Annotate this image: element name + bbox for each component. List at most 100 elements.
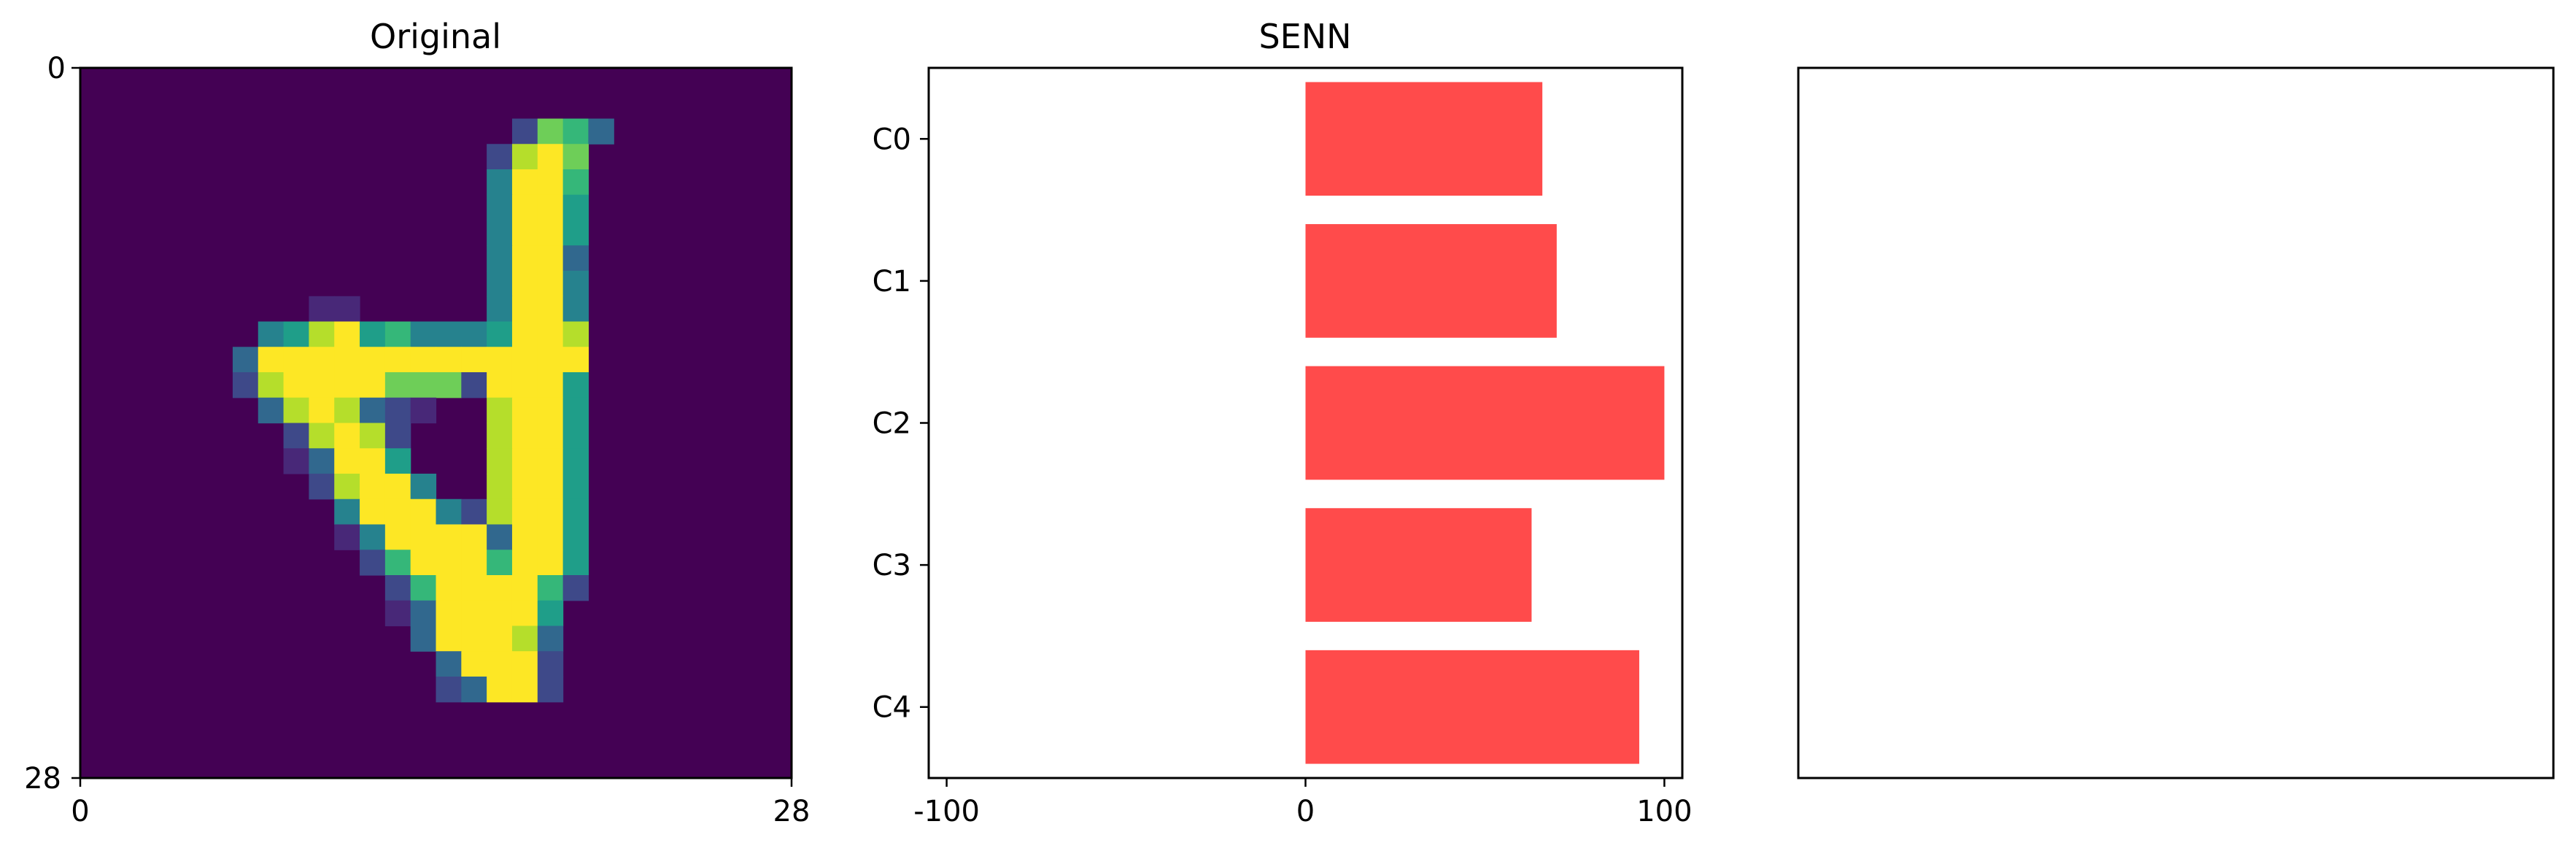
pixel-cell — [487, 625, 513, 652]
pixel-cell — [511, 372, 538, 398]
pixel-cell — [537, 651, 564, 677]
pixel-cell — [562, 423, 589, 449]
pixel-cell — [487, 169, 513, 196]
pixel-cell — [511, 220, 538, 246]
pixel-cell — [258, 321, 285, 347]
pixel-cell — [537, 575, 564, 601]
pixel-cell — [436, 321, 462, 347]
pixel-cell — [487, 220, 513, 246]
pixel-cell — [537, 397, 564, 424]
pixel-cell — [537, 524, 564, 550]
pixel-cell — [487, 575, 513, 601]
pixel-cell — [360, 524, 386, 550]
pixel-cell — [436, 372, 462, 398]
pixel-cell — [461, 347, 487, 373]
pixel-cell — [588, 118, 614, 145]
original-xtick-label-left: 0 — [71, 795, 89, 828]
pixel-cell — [410, 347, 437, 373]
pixel-cell — [283, 397, 309, 424]
pixel-cell — [562, 169, 589, 196]
pixel-cell — [537, 372, 564, 398]
pixel-cell — [562, 575, 589, 601]
pixel-cell — [283, 448, 309, 474]
original-xtick-label-right: 28 — [773, 795, 811, 828]
pixel-cell — [384, 474, 411, 500]
pixel-cell — [461, 600, 487, 627]
pixel-cell — [461, 372, 487, 398]
pixel-cell — [487, 448, 513, 474]
pixel-cell — [410, 372, 437, 398]
pixel-cell — [384, 347, 411, 373]
pixel-cell — [562, 347, 589, 373]
pixel-cell — [487, 296, 513, 323]
pixel-cell — [384, 423, 411, 449]
pixel-cell — [487, 651, 513, 677]
pixel-cell — [487, 524, 513, 550]
pixel-cell — [537, 194, 564, 221]
pixel-cell — [461, 677, 487, 703]
pixel-cell — [511, 448, 538, 474]
ytick-label: C4 — [873, 691, 911, 725]
pixel-cell — [511, 347, 538, 373]
pixel-cell — [283, 321, 309, 347]
pixel-cell — [562, 372, 589, 398]
pixel-cell — [360, 347, 386, 373]
pixel-cell — [537, 296, 564, 323]
pixel-cell — [537, 347, 564, 373]
pixel-cell — [436, 651, 462, 677]
pixel-cell — [461, 498, 487, 525]
pixel-cell — [461, 550, 487, 576]
pixel-cell — [360, 397, 386, 424]
pixel-cell — [334, 448, 360, 474]
senn-title: SENN — [1258, 17, 1351, 56]
pixel-cell — [562, 397, 589, 424]
pixel-cell — [487, 194, 513, 221]
pixel-cell — [562, 296, 589, 323]
pixel-cell — [511, 296, 538, 323]
senn-frame — [927, 66, 1684, 779]
senn-yticks: C0 C1 C2 C3 C4 — [873, 123, 929, 725]
original-ytick-label-top: 0 — [47, 52, 66, 85]
pixel-cell — [511, 397, 538, 424]
pixel-cell — [511, 550, 538, 576]
senn-bars — [1305, 82, 1665, 764]
pixel-cell — [436, 677, 462, 703]
empty-frame — [1797, 66, 2555, 779]
pixel-cell — [334, 372, 360, 398]
pixel-cell — [511, 194, 538, 221]
pixel-cell — [384, 524, 411, 550]
bar-c1 — [1305, 224, 1557, 338]
pixel-cell — [410, 625, 437, 652]
pixel-cell — [537, 271, 564, 297]
original-title: Original — [370, 17, 501, 56]
pixel-cell — [511, 144, 538, 170]
pixel-cell — [537, 550, 564, 576]
pixel-cell — [537, 677, 564, 703]
pixel-cell — [334, 397, 360, 424]
pixel-cell — [562, 498, 589, 525]
pixel-cell — [334, 296, 360, 323]
pixel-cell — [461, 625, 487, 652]
ytick-label: C0 — [873, 123, 911, 156]
pixel-cell — [436, 575, 462, 601]
pixel-cell — [487, 372, 513, 398]
pixel-cell — [562, 194, 589, 221]
pixel-cell — [384, 448, 411, 474]
bar-c2 — [1305, 366, 1665, 480]
pixel-cell — [511, 625, 538, 652]
pixel-cell — [410, 550, 437, 576]
pixel-cell — [410, 474, 437, 500]
pixel-cell — [410, 600, 437, 627]
senn-xticks: -100 0 100 — [913, 778, 1693, 828]
pixel-cell — [537, 498, 564, 525]
pixel-cell — [384, 321, 411, 347]
pixel-cell — [487, 245, 513, 272]
pixel-cell — [384, 372, 411, 398]
pixel-cell — [487, 347, 513, 373]
pixel-cell — [537, 220, 564, 246]
pixel-cell — [562, 474, 589, 500]
pixel-cell — [562, 271, 589, 297]
pixel-cell — [487, 271, 513, 297]
pixel-cell — [537, 474, 564, 500]
